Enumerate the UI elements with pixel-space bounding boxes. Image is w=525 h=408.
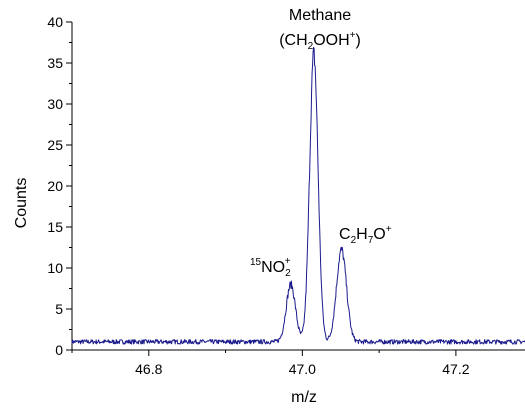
y-tick-label: 20 [47,178,63,194]
y-tick-label: 0 [55,342,63,358]
y-tick-label: 10 [47,260,63,276]
methane-formula-sup: + [350,30,356,41]
methane-formula-sub: 2 [308,41,314,52]
c2h7o-h: H [356,226,368,243]
c2h7o-h-sub: 7 [368,235,374,246]
c2h7o-c: C [339,226,351,243]
y-axis-title: Counts [13,178,30,229]
methane-formula-mid: OOH [313,32,349,49]
no2-pre-sup: 15 [250,257,262,268]
annotation-methane-title: Methane [289,7,351,24]
x-tick-label: 47.2 [442,361,469,377]
x-axis-title: m/z [291,389,317,406]
no2-main: NO [261,259,285,276]
annotation-15no2: 15NO2+ [250,256,291,279]
no2-sub: 2 [285,268,291,279]
methane-formula-open: (CH [279,32,307,49]
annotation-methane-formula: (CH2OOH+) [279,30,361,52]
y-tick-label: 35 [47,55,63,71]
y-tick-label: 15 [47,219,63,235]
spectrum-series [71,46,525,345]
x-tick-label: 46.8 [135,361,162,377]
y-tick-label: 5 [55,301,63,317]
spectrum-line [71,46,525,345]
axis-ticks [66,21,457,356]
c2h7o-o: O [373,226,385,243]
y-tick-label: 40 [47,14,63,30]
y-tick-label: 25 [47,137,63,153]
annotation-c2h7o: C2H7O+ [339,224,392,246]
no2-sup: + [285,256,291,267]
axes [71,22,525,351]
x-tick-label: 47.0 [289,361,316,377]
y-tick-label: 30 [47,96,63,112]
axis-tick-labels: 0 5 10 15 20 25 30 35 40 46.8 47.0 47.2 [47,14,469,377]
c2h7o-c-sub: 2 [351,235,357,246]
c2h7o-sup: + [386,224,392,235]
methane-formula-close: ) [355,32,360,49]
